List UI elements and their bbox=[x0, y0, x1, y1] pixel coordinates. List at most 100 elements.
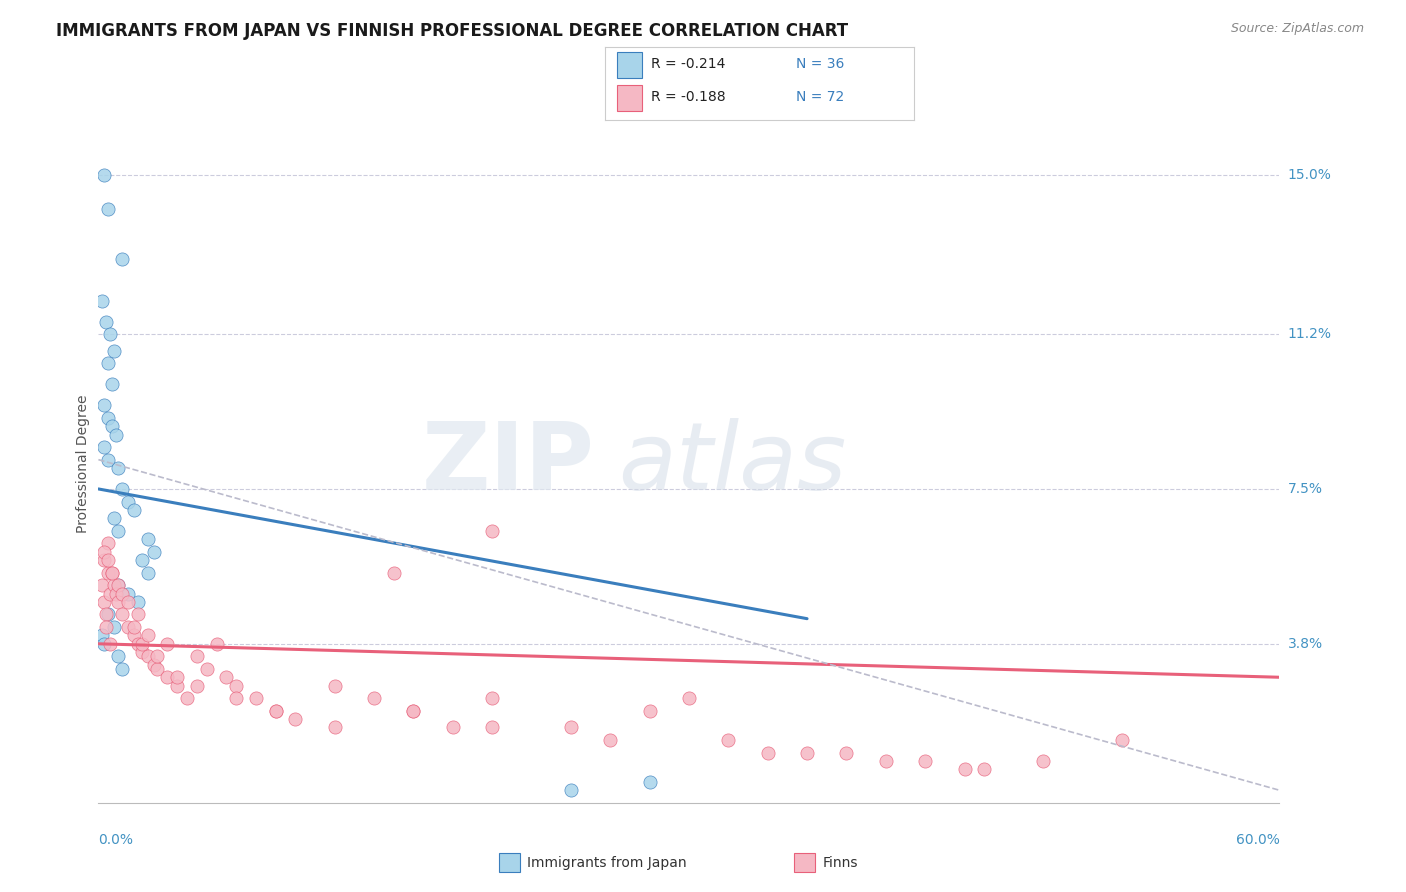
Point bbox=[481, 691, 503, 706]
Point bbox=[131, 645, 153, 659]
Point bbox=[136, 566, 159, 580]
Point bbox=[131, 637, 153, 651]
Point bbox=[166, 679, 188, 693]
FancyBboxPatch shape bbox=[617, 86, 641, 111]
Point bbox=[156, 637, 179, 651]
Point bbox=[91, 628, 114, 642]
Point bbox=[98, 637, 121, 651]
Point bbox=[93, 553, 115, 567]
Point bbox=[678, 691, 700, 706]
Point bbox=[105, 586, 128, 600]
Point bbox=[111, 586, 134, 600]
Point bbox=[195, 662, 218, 676]
Text: ZIP: ZIP bbox=[422, 417, 595, 510]
Point bbox=[98, 327, 121, 342]
Point bbox=[122, 620, 145, 634]
Point bbox=[91, 578, 114, 592]
Point bbox=[146, 662, 169, 676]
Point bbox=[117, 586, 139, 600]
Point bbox=[127, 595, 149, 609]
Point bbox=[756, 746, 779, 760]
Point bbox=[93, 637, 115, 651]
Point bbox=[875, 754, 897, 768]
Point bbox=[93, 545, 115, 559]
Point bbox=[96, 607, 118, 622]
Point bbox=[973, 762, 995, 776]
Point bbox=[215, 670, 238, 684]
Point bbox=[91, 293, 114, 308]
Point bbox=[638, 775, 661, 789]
Point bbox=[93, 398, 115, 412]
Point bbox=[105, 427, 128, 442]
Text: 11.2%: 11.2% bbox=[1288, 327, 1331, 341]
Point bbox=[264, 704, 287, 718]
Point bbox=[136, 532, 159, 546]
Point bbox=[835, 746, 858, 760]
Point bbox=[146, 649, 169, 664]
Point bbox=[638, 704, 661, 718]
Point bbox=[107, 461, 129, 475]
Point bbox=[96, 620, 118, 634]
Point bbox=[107, 649, 129, 664]
FancyBboxPatch shape bbox=[617, 53, 641, 78]
Point bbox=[117, 620, 139, 634]
Point bbox=[225, 691, 247, 706]
Point bbox=[186, 679, 208, 693]
Point bbox=[560, 721, 582, 735]
Text: Source: ZipAtlas.com: Source: ZipAtlas.com bbox=[1230, 22, 1364, 36]
Point bbox=[481, 721, 503, 735]
Point bbox=[402, 704, 425, 718]
Point bbox=[97, 536, 120, 550]
Point bbox=[111, 252, 134, 266]
Point bbox=[97, 356, 120, 370]
Point bbox=[97, 410, 120, 425]
Point bbox=[599, 733, 621, 747]
Point bbox=[323, 721, 346, 735]
Point bbox=[264, 704, 287, 718]
Text: N = 72: N = 72 bbox=[796, 90, 845, 104]
Point bbox=[97, 202, 120, 216]
Point bbox=[156, 670, 179, 684]
Text: 3.8%: 3.8% bbox=[1288, 637, 1323, 651]
Point bbox=[122, 628, 145, 642]
Point bbox=[136, 628, 159, 642]
Point bbox=[363, 691, 385, 706]
Text: R = -0.188: R = -0.188 bbox=[651, 90, 725, 104]
Y-axis label: Professional Degree: Professional Degree bbox=[76, 394, 90, 533]
Point bbox=[441, 721, 464, 735]
Point bbox=[117, 595, 139, 609]
Point bbox=[101, 566, 124, 580]
Text: 60.0%: 60.0% bbox=[1236, 833, 1279, 847]
Point bbox=[1032, 754, 1054, 768]
Text: 0.0%: 0.0% bbox=[98, 833, 134, 847]
Point bbox=[111, 607, 134, 622]
Point bbox=[103, 343, 125, 358]
Point bbox=[402, 704, 425, 718]
Point bbox=[127, 637, 149, 651]
Point bbox=[101, 377, 124, 392]
Point bbox=[953, 762, 976, 776]
Text: Immigrants from Japan: Immigrants from Japan bbox=[527, 855, 688, 870]
Point bbox=[142, 545, 165, 559]
Point bbox=[122, 503, 145, 517]
Point bbox=[560, 783, 582, 797]
Point bbox=[97, 607, 120, 622]
Point bbox=[96, 314, 118, 328]
Point bbox=[166, 670, 188, 684]
Point bbox=[103, 511, 125, 525]
Point bbox=[98, 586, 121, 600]
Text: atlas: atlas bbox=[619, 418, 846, 509]
Point bbox=[107, 578, 129, 592]
Point bbox=[176, 691, 198, 706]
Point bbox=[93, 440, 115, 454]
Text: Finns: Finns bbox=[823, 855, 858, 870]
Point bbox=[111, 482, 134, 496]
Point bbox=[717, 733, 740, 747]
Text: N = 36: N = 36 bbox=[796, 57, 845, 71]
Point bbox=[97, 553, 120, 567]
Point bbox=[127, 607, 149, 622]
Point bbox=[97, 566, 120, 580]
Point bbox=[117, 494, 139, 508]
Point bbox=[796, 746, 818, 760]
Point bbox=[107, 578, 129, 592]
